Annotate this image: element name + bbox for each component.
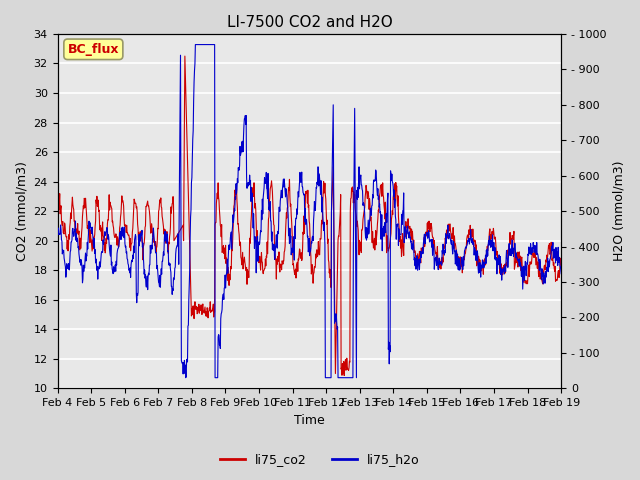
X-axis label: Time: Time (294, 414, 324, 427)
Text: BC_flux: BC_flux (68, 43, 119, 56)
Legend: li75_co2, li75_h2o: li75_co2, li75_h2o (215, 448, 425, 471)
Y-axis label: H2O (mmol/m3): H2O (mmol/m3) (612, 161, 625, 262)
Title: LI-7500 CO2 and H2O: LI-7500 CO2 and H2O (227, 15, 392, 30)
Y-axis label: CO2 (mmol/m3): CO2 (mmol/m3) (15, 161, 28, 261)
